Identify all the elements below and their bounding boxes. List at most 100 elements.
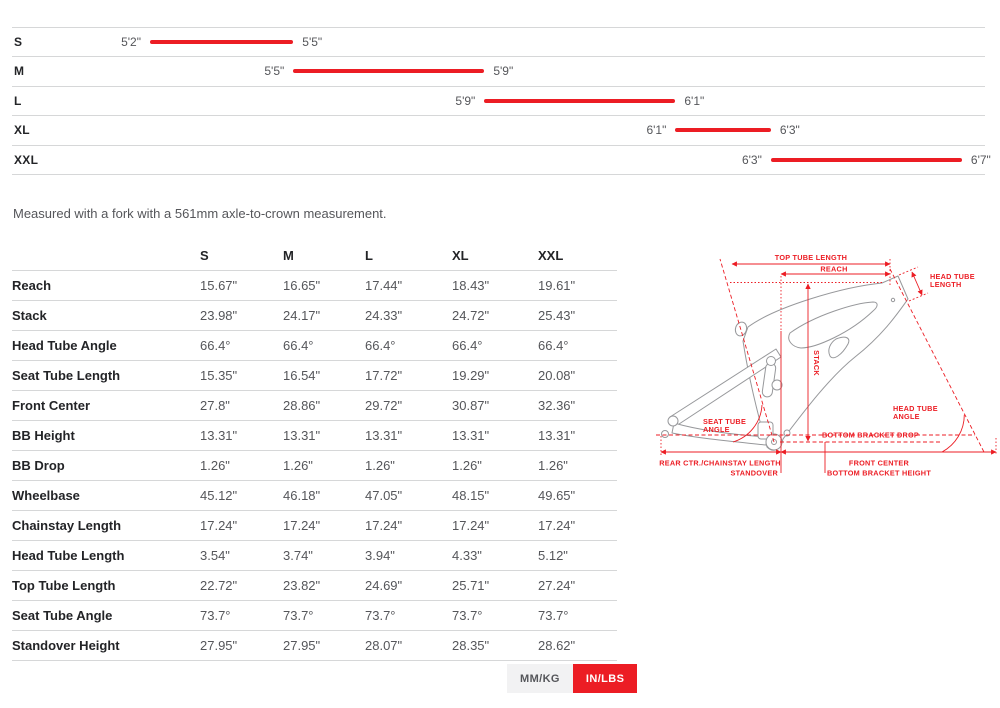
table-cell: 15.35"	[200, 368, 238, 383]
head-tube-angle-arc	[941, 414, 965, 453]
row-label: Chainstay Length	[12, 518, 122, 533]
height-range-bar	[293, 69, 485, 74]
table-cell: 73.7°	[538, 608, 569, 623]
table-cell: 13.31"	[452, 428, 490, 443]
row-label: Wheelbase	[12, 488, 80, 503]
unit-toggle: MM/KG IN/LBS	[507, 664, 638, 693]
mm-kg-button[interactable]: MM/KG	[507, 664, 573, 693]
label-rear-center: REAR CTR./CHAINSTAY LENGTH	[659, 459, 781, 468]
row-label: Front Center	[12, 398, 90, 413]
table-cell: 66.4°	[200, 338, 231, 353]
label-head-tube-length-1: HEAD TUBE	[930, 272, 975, 281]
table-cell: 13.31"	[283, 428, 321, 443]
table-cell: 3.54"	[200, 548, 230, 563]
rear-axle	[661, 430, 669, 438]
label-front-center: FRONT CENTER	[849, 459, 910, 468]
table-cell: 3.74"	[283, 548, 313, 563]
table-cell: 17.44"	[365, 278, 403, 293]
table-cell: 25.71"	[452, 578, 490, 593]
table-cell: 24.17"	[283, 308, 321, 323]
dropout-pivot	[667, 415, 679, 427]
dimension-lines	[656, 258, 997, 473]
row-label: Top Tube Length	[12, 578, 116, 593]
table-row: Top Tube Length 22.72" 23.82" 24.69" 25.71" 2…	[12, 571, 617, 601]
fork-note: Measured with a fork with a 561mm axle-t…	[13, 206, 387, 221]
label-bottom-bracket-drop: BOTTOM BRACKET DROP	[822, 431, 919, 440]
table-cell: 47.05"	[365, 488, 403, 503]
table-header-row: S M L XL XXL	[12, 242, 617, 271]
table-cell: 19.61"	[538, 278, 576, 293]
label-standover: STANDOVER	[730, 469, 778, 478]
height-min-label: 6'1"	[646, 123, 667, 138]
table-cell: 28.86"	[283, 398, 321, 413]
height-range-bar	[484, 98, 676, 103]
table-cell: 73.7°	[365, 608, 396, 623]
size-label: XXL	[14, 152, 39, 167]
table-cell: 32.36"	[538, 398, 576, 413]
size-label: XL	[14, 123, 30, 138]
table-cell: 5.12"	[538, 548, 568, 563]
row-label: BB Drop	[12, 458, 65, 473]
size-chart: S 5'2" 5'5" M 5'5" 5'9" L 5'9" 6'1" XL 6'1" 6'3" XXL…	[12, 27, 991, 175]
label-top-tube-length: TOP TUBE LENGTH	[775, 253, 847, 262]
chain-stay	[671, 422, 768, 446]
size-row: XL 6'1" 6'3"	[12, 116, 985, 146]
height-range-bar	[770, 157, 962, 162]
table-cell: 13.31"	[365, 428, 403, 443]
row-label: Seat Tube Angle	[12, 608, 113, 623]
table-cell: 17.24"	[538, 518, 576, 533]
height-min-label: 6'3"	[741, 152, 762, 167]
table-cell: 22.72"	[200, 578, 238, 593]
table-cell: 48.15"	[452, 488, 490, 503]
height-min-label: 5'5"	[264, 64, 285, 79]
seat-tube-angle-arc	[732, 404, 763, 443]
row-label: Head Tube Length	[12, 548, 125, 563]
row-label: Stack	[12, 308, 47, 323]
table-row: Standover Height 27.95" 27.95" 28.07" 28.35"…	[12, 631, 617, 661]
table-cell: 17.24"	[452, 518, 490, 533]
row-label: Seat Tube Length	[12, 368, 121, 383]
table-row: Head Tube Angle 66.4° 66.4° 66.4° 66.4° 66.4°	[12, 331, 617, 361]
head-tube-axis-line	[889, 268, 985, 453]
height-min-label: 5'9"	[455, 93, 476, 108]
table-cell: 19.29"	[452, 368, 490, 383]
table-cell: 1.26"	[283, 458, 313, 473]
size-label: M	[14, 64, 25, 79]
table-col-header: M	[283, 248, 294, 263]
bike-frame-drawing	[661, 275, 909, 451]
table-cell: 20.08"	[538, 368, 576, 383]
table-cell: 66.4°	[538, 338, 569, 353]
label-bottom-bracket-height: BOTTOM BRACKET HEIGHT	[827, 469, 931, 478]
table-cell: 27.8"	[200, 398, 230, 413]
table-cell: 27.95"	[283, 638, 321, 653]
height-range-bar	[675, 128, 771, 133]
table-row: BB Height 13.31" 13.31" 13.31" 13.31" 13.31"	[12, 421, 617, 451]
table-cell: 1.26"	[538, 458, 568, 473]
table-cell: 24.72"	[452, 308, 490, 323]
table-cell: 23.82"	[283, 578, 321, 593]
dimension-labels: TOP TUBE LENGTH REACH HEAD TUBE LENGTH S…	[659, 253, 975, 478]
upper-link-pivot	[766, 356, 776, 366]
table-cell: 4.33"	[452, 548, 482, 563]
table-row: Front Center 27.8" 28.86" 29.72" 30.87" 32.36…	[12, 391, 617, 421]
label-stack: STACK	[812, 350, 821, 376]
table-cell: 17.24"	[200, 518, 238, 533]
table-cell: 73.7°	[452, 608, 483, 623]
head-tube-length-ext-bottom	[908, 292, 929, 302]
table-row: BB Drop 1.26" 1.26" 1.26" 1.26" 1.26"	[12, 451, 617, 481]
table-cell: 66.4°	[365, 338, 396, 353]
size-row: S 5'2" 5'5"	[12, 28, 985, 58]
in-lbs-button[interactable]: IN/LBS	[572, 664, 638, 693]
chainstay-pivot	[783, 429, 791, 437]
height-max-label: 5'5"	[302, 35, 323, 49]
table-cell: 16.54"	[283, 368, 321, 383]
size-row: L 5'9" 6'1"	[12, 87, 985, 117]
table-cell: 13.31"	[538, 428, 576, 443]
table-row: Seat Tube Angle 73.7° 73.7° 73.7° 73.7° 73.7°	[12, 601, 617, 631]
bottom-bracket-axle	[771, 439, 777, 445]
size-row: M 5'5" 5'9"	[12, 57, 985, 87]
height-max-label: 6'3"	[779, 123, 800, 138]
geometry-table: S M L XL XXL Reach 15.67" 16.65" 17.44" 18.43" 19.…	[12, 242, 617, 661]
table-cell: 17.72"	[365, 368, 403, 383]
